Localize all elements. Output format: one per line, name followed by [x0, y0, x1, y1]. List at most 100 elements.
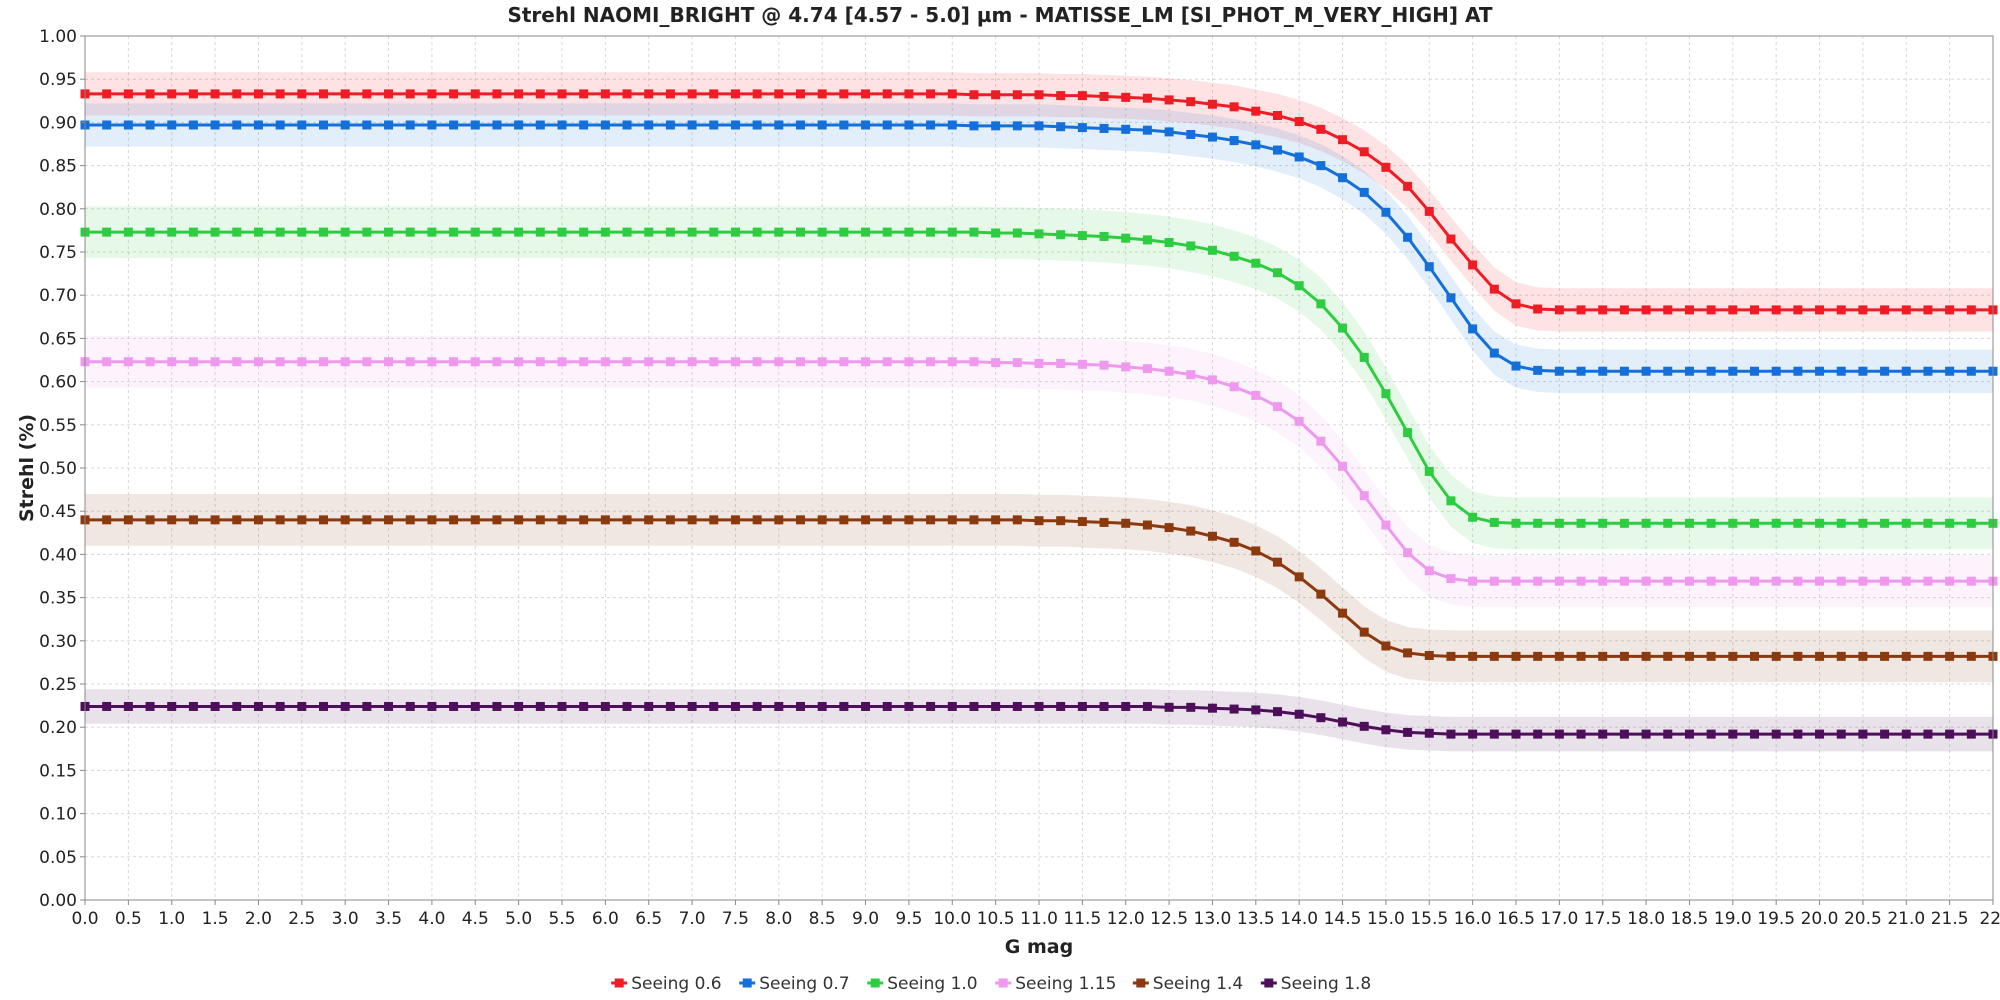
data-point — [622, 120, 632, 130]
data-point — [796, 227, 805, 237]
data-point — [123, 357, 133, 367]
data-point — [362, 701, 372, 711]
data-point — [579, 89, 589, 99]
data-point — [1338, 608, 1348, 618]
data-point — [730, 89, 740, 99]
data-point — [1728, 576, 1738, 586]
data-point — [817, 120, 827, 130]
data-point — [1576, 305, 1586, 315]
legend-swatch — [742, 978, 752, 988]
data-point — [665, 120, 675, 130]
data-point — [1034, 358, 1044, 368]
data-point — [579, 701, 589, 711]
data-point — [969, 121, 979, 131]
series-band — [85, 103, 1993, 393]
data-point — [861, 515, 871, 525]
data-point — [1446, 651, 1456, 661]
data-point — [535, 357, 545, 367]
data-point — [1901, 305, 1911, 315]
data-point — [449, 701, 459, 711]
data-point — [1424, 728, 1434, 738]
x-tick-label: 10.0 — [933, 909, 971, 929]
data-point — [1793, 518, 1803, 528]
data-point — [492, 120, 502, 130]
data-point — [1468, 324, 1478, 334]
data-point — [882, 227, 892, 237]
y-axis-ticks: 0.00 0.05 0.10 0.15 0.20 0.25 0.30 0.35 0.40 0.45… — [39, 27, 85, 911]
data-point — [1099, 360, 1109, 370]
data-point — [405, 515, 415, 525]
data-point — [1663, 729, 1673, 739]
data-point — [405, 357, 415, 367]
data-point — [514, 515, 524, 525]
data-point — [514, 89, 524, 99]
data-point — [1706, 366, 1716, 376]
legend-swatch — [1264, 978, 1274, 988]
legend-label: Seeing 1.0 — [887, 974, 977, 994]
data-point — [102, 515, 112, 525]
data-point — [492, 701, 502, 711]
x-tick-label: 4.0 — [418, 909, 445, 929]
data-point — [991, 121, 1001, 131]
data-point — [145, 701, 155, 711]
data-point — [622, 701, 632, 711]
data-point — [600, 357, 610, 367]
data-point — [1034, 516, 1044, 526]
data-point — [275, 515, 285, 525]
data-point — [1511, 576, 1521, 586]
data-point — [839, 89, 849, 99]
legend-item: Seeing 1.15 — [995, 974, 1116, 994]
data-point — [861, 120, 871, 130]
data-point — [774, 89, 784, 99]
x-tick-label: 11.0 — [1020, 909, 1058, 929]
data-point — [1663, 518, 1673, 528]
data-point — [1880, 366, 1890, 376]
x-tick-label: 4.5 — [462, 909, 489, 929]
y-tick-label: 0.05 — [39, 848, 77, 868]
data-point — [687, 701, 697, 711]
data-point — [1641, 729, 1651, 739]
data-point — [210, 227, 220, 237]
data-point — [904, 357, 914, 367]
data-point — [1554, 651, 1564, 661]
data-point — [579, 227, 589, 237]
data-point — [232, 120, 242, 130]
data-point — [1099, 701, 1109, 711]
data-point — [1750, 518, 1759, 528]
x-tick-label: 1.0 — [158, 909, 185, 929]
data-point — [123, 701, 133, 711]
data-point — [514, 357, 524, 367]
data-point — [535, 89, 545, 99]
data-point — [861, 357, 871, 367]
data-point — [1533, 365, 1543, 375]
data-point — [1901, 576, 1911, 586]
data-point — [1598, 576, 1608, 586]
data-point — [1858, 651, 1868, 661]
data-point — [1121, 92, 1131, 102]
data-point — [774, 701, 784, 711]
x-tick-label: 13.0 — [1194, 909, 1232, 929]
data-point — [1684, 729, 1694, 739]
data-point — [1815, 366, 1825, 376]
data-point — [882, 357, 892, 367]
data-point — [817, 89, 827, 99]
data-point — [297, 120, 307, 130]
data-point — [492, 227, 502, 237]
data-point — [1077, 231, 1087, 241]
data-point — [730, 120, 740, 130]
data-point — [644, 515, 654, 525]
data-point — [1533, 729, 1543, 739]
data-point — [882, 89, 892, 99]
data-point — [1121, 518, 1131, 528]
y-tick-label: 0.00 — [39, 891, 77, 911]
data-point — [427, 515, 437, 525]
legend-label: Seeing 0.7 — [759, 974, 849, 994]
data-point — [1381, 162, 1391, 172]
data-point — [1489, 284, 1499, 294]
data-point — [687, 89, 697, 99]
x-tick-label: 6.5 — [635, 909, 662, 929]
data-point — [1554, 729, 1564, 739]
data-point — [319, 89, 328, 99]
x-tick-label: 21.0 — [1887, 909, 1925, 929]
data-point — [839, 357, 849, 367]
